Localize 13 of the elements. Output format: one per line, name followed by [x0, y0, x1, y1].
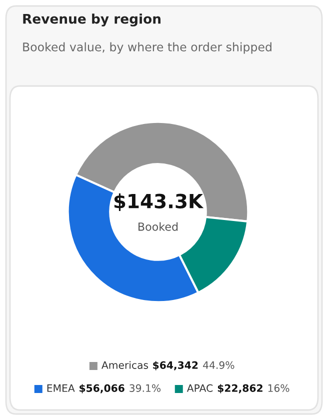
text: Booked	[138, 222, 178, 231]
legend-label: EMEA	[47, 384, 75, 392]
data-label: $56,066	[80, 384, 124, 394]
legend-label: APAC	[186, 384, 213, 392]
chart-subtitle: Booked value, by where the order shipped	[23, 42, 272, 54]
text: 44.9%	[203, 361, 234, 369]
text: 16%	[268, 384, 290, 392]
legend-label: Americas	[102, 361, 148, 369]
chart-title: Revenue by region	[23, 14, 160, 26]
text: $143.3K	[114, 193, 204, 212]
data-label: $64,342	[153, 361, 198, 370]
data-label: $22,862	[218, 384, 262, 394]
text: 39.1%	[130, 384, 161, 392]
